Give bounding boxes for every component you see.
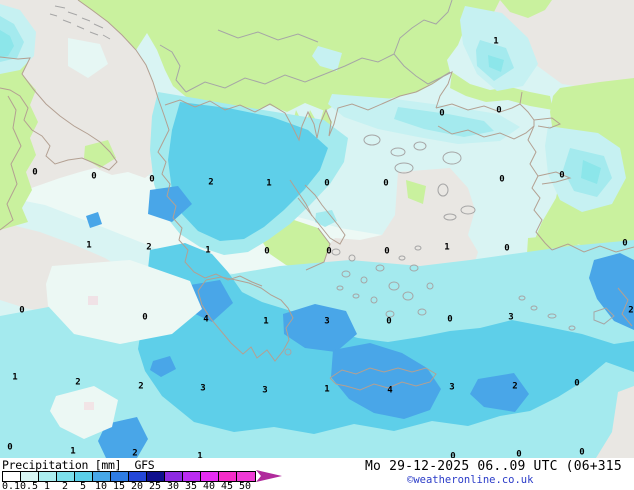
precip-value: 2 xyxy=(146,243,151,253)
legend-tick: 0.1 xyxy=(1,481,21,490)
precip-value: 2 xyxy=(75,378,80,388)
legend-footer: Precipitation [mm] GFS Mo 29-12-2025 06.… xyxy=(0,458,634,490)
legend-tick: 10 xyxy=(94,481,108,490)
legend-swatch xyxy=(111,472,129,481)
legend-swatch xyxy=(219,472,237,481)
precip-value: 0 xyxy=(439,109,444,119)
legend-swatch xyxy=(183,472,201,481)
precip-value: 0 xyxy=(447,315,452,325)
precip-value: 1 xyxy=(263,317,268,327)
precip-value: 0 xyxy=(496,106,501,116)
legend-tick: 0.5 xyxy=(19,481,39,490)
precip-value: 1 xyxy=(86,241,91,251)
legend-swatch xyxy=(93,472,111,481)
precip-value: 3 xyxy=(262,386,267,396)
legend-tick: 45 xyxy=(220,481,234,490)
precip-value: 0 xyxy=(574,379,579,389)
precip-value: 3 xyxy=(449,383,454,393)
precip-value: 4 xyxy=(387,386,393,396)
legend-swatch xyxy=(75,472,93,481)
precip-value: 3 xyxy=(200,384,205,394)
precip-value: 0 xyxy=(504,244,509,254)
precip-value: 2 xyxy=(512,382,517,392)
precip-value: 0 xyxy=(384,247,389,257)
precip-value: 1 xyxy=(444,243,449,253)
precip-value: 0 xyxy=(264,247,269,257)
precip-value: 0 xyxy=(91,172,96,182)
legend-swatch xyxy=(39,472,57,481)
precip-value: 0 xyxy=(499,175,504,185)
precip-value: 0 xyxy=(326,247,331,257)
precip-value: 1 xyxy=(70,447,75,457)
precip-value: 1 xyxy=(197,452,202,459)
precipitation-map: 1 0 0 0 0 0 2 1 0 0 0 0 1 2 1 0 0 0 1 0 0 0 0 4 1 3 0 0 3 2 1 2 2 3 3 1 4 3 2 0… xyxy=(0,0,634,458)
datetime-label: Mo 29-12-2025 06..09 UTC (06+315 xyxy=(365,459,622,474)
precip-value: 2 xyxy=(132,449,137,459)
legend-arrow-icon xyxy=(256,470,282,482)
island-dashes xyxy=(49,5,111,40)
legend-swatch xyxy=(201,472,219,481)
coastlines xyxy=(0,0,634,391)
precip-value: 0 xyxy=(324,179,329,189)
legend-swatch xyxy=(165,472,183,481)
aegean-islands xyxy=(284,134,615,356)
legend-title: Precipitation [mm] GFS xyxy=(2,458,155,472)
legend-tick: 1 xyxy=(43,481,51,490)
precip-value: 0 xyxy=(7,443,12,453)
precip-value: 3 xyxy=(324,317,329,327)
precip-value: 0 xyxy=(579,448,584,458)
precip-value: 4 xyxy=(203,315,209,325)
precip-value: 1 xyxy=(266,179,271,189)
precip-blobs-layer xyxy=(0,4,634,458)
legend-tick: 15 xyxy=(112,481,126,490)
legend-swatch xyxy=(21,472,39,481)
precip-value: 2 xyxy=(208,178,213,188)
precip-value: 1 xyxy=(12,373,17,383)
legend-tick: 35 xyxy=(184,481,198,490)
precip-value: 0 xyxy=(149,175,154,185)
precip-value: 0 xyxy=(386,317,391,327)
precip-value: 3 xyxy=(508,313,513,323)
precip-value: 0 xyxy=(383,179,388,189)
copyright-link[interactable]: ©weatheronline.co.uk xyxy=(407,474,534,486)
legend-color-bar xyxy=(2,471,256,482)
precip-value: 0 xyxy=(19,306,24,316)
precip-value: 1 xyxy=(205,246,210,256)
precip-value: 0 xyxy=(622,239,627,249)
precip-value: 0 xyxy=(142,313,147,323)
precip-value: 0 xyxy=(559,171,564,181)
precip-value-labels: 1 0 0 0 0 0 2 1 0 0 0 0 1 2 1 0 0 0 1 0 0 0 0 4 1 3 0 0 3 2 1 2 2 3 3 1 4 3 2 0… xyxy=(7,37,633,459)
precip-value: 1 xyxy=(324,385,329,395)
legend-tick: 2 xyxy=(61,481,69,490)
legend-swatch xyxy=(129,472,147,481)
country-borders xyxy=(159,0,453,93)
legend-swatch xyxy=(57,472,75,481)
legend-tick: 5 xyxy=(79,481,87,490)
precip-value: 2 xyxy=(628,306,633,316)
legend-tick: 25 xyxy=(148,481,162,490)
legend-swatch xyxy=(3,472,21,481)
legend-swatch xyxy=(237,472,255,481)
precip-value: 0 xyxy=(32,168,37,178)
legend-tick: 50 xyxy=(238,481,252,490)
legend-swatch xyxy=(147,472,165,481)
legend-tick: 30 xyxy=(166,481,180,490)
legend-tick: 40 xyxy=(202,481,216,490)
precip-value: 0 xyxy=(516,450,521,459)
legend-tick: 20 xyxy=(130,481,144,490)
precip-value: 1 xyxy=(493,37,498,47)
precip-value: 2 xyxy=(138,382,143,392)
precip-value: 0 xyxy=(450,452,455,459)
